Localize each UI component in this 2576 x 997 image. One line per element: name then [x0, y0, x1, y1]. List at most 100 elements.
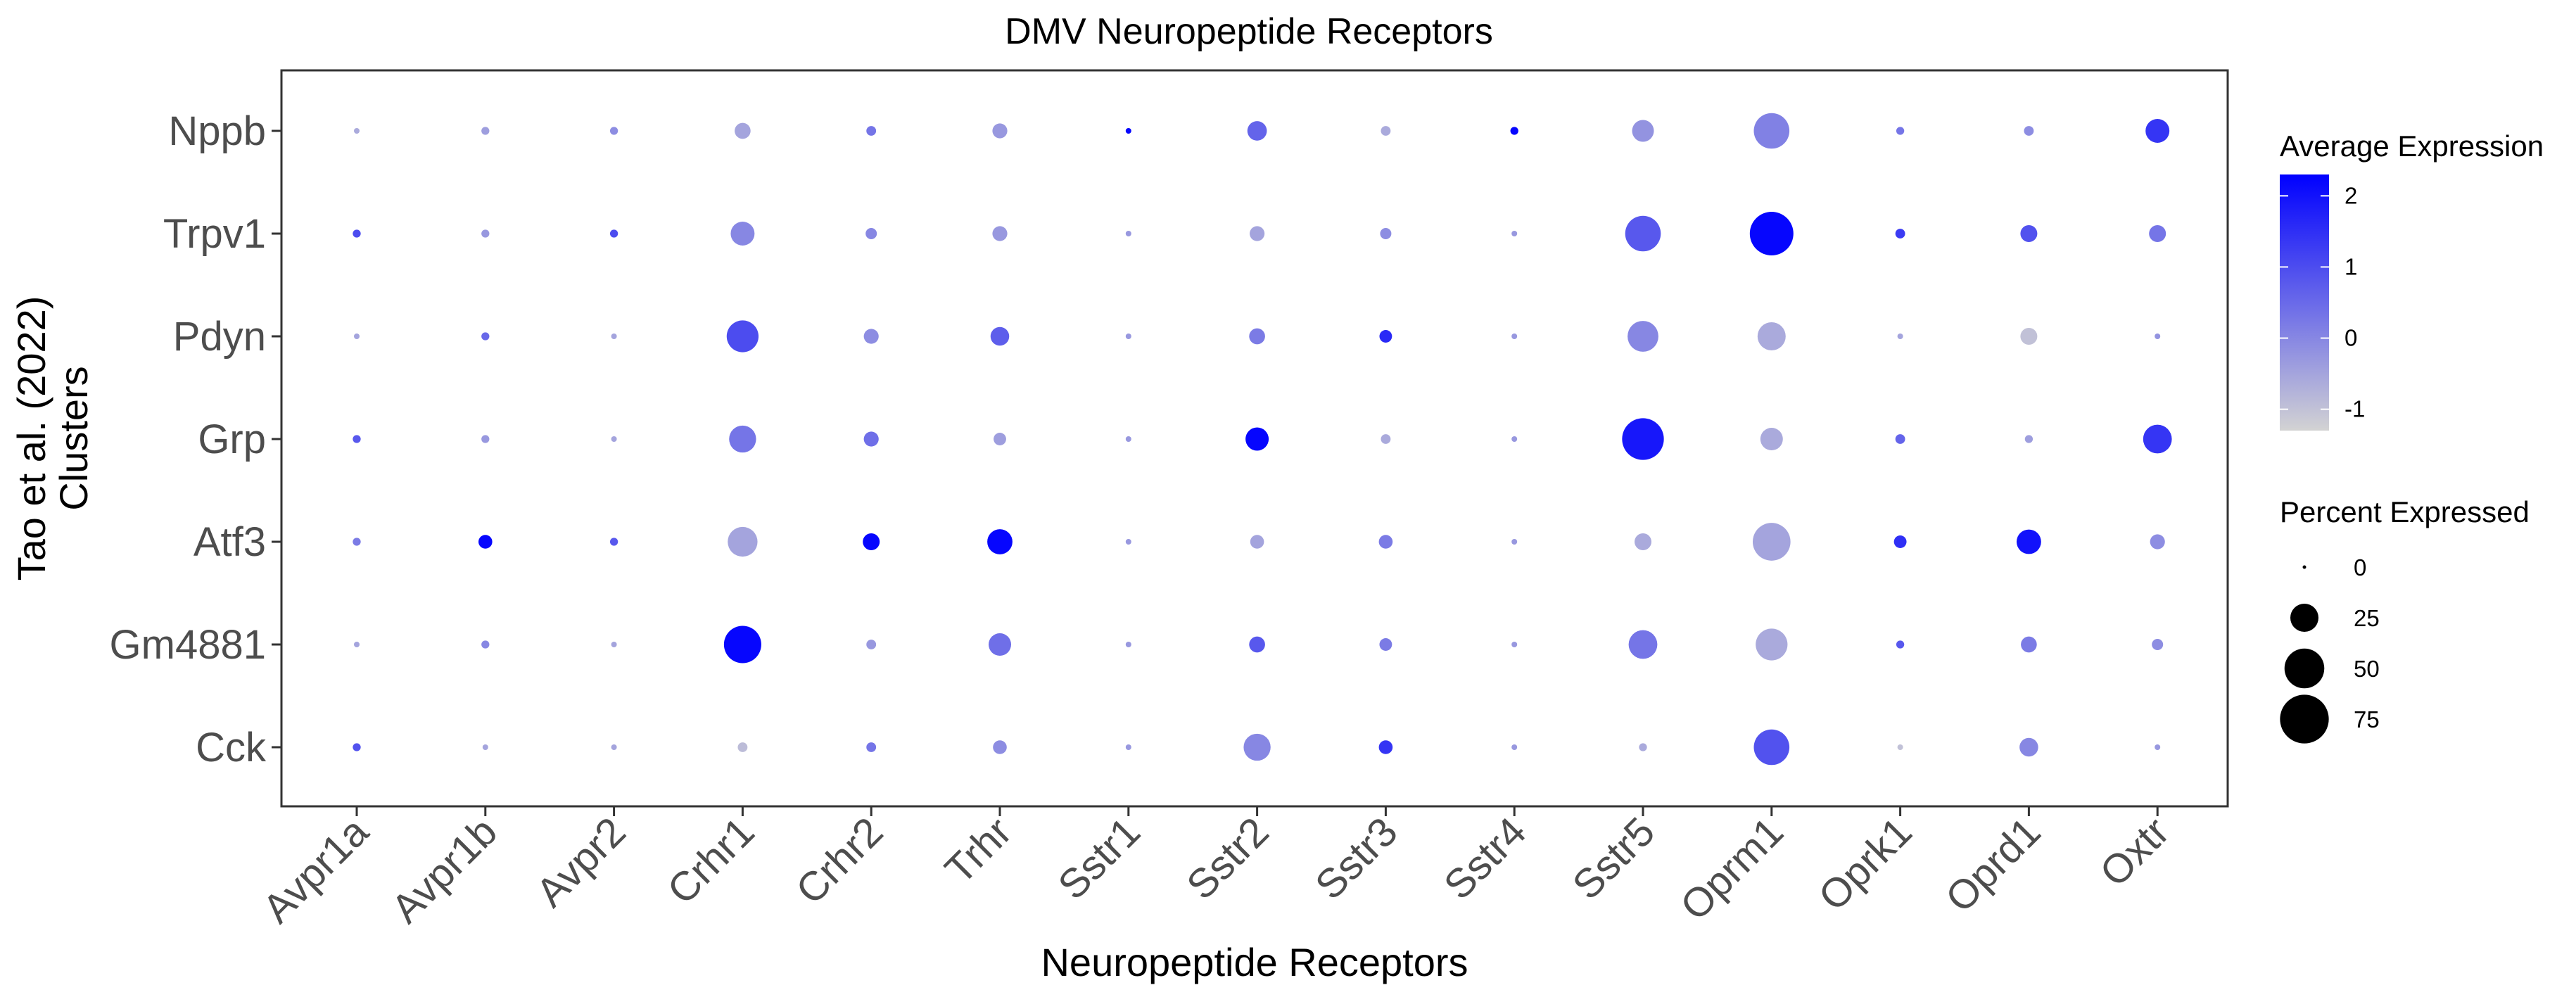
dot-Nppb-Crhr1: [735, 122, 751, 139]
dot-Trpv1-Sstr4: [1511, 231, 1518, 236]
dot-Grp-Trhr: [994, 433, 1006, 445]
dot-Cck-Avpr2: [611, 744, 617, 750]
dot-Cck-Oprm1: [1753, 729, 1790, 766]
dot-Nppb-Oprk1: [1896, 127, 1905, 135]
dot-Atf3-Avpr1b: [478, 535, 493, 549]
dot-Pdyn-Sstr3: [1379, 330, 1392, 343]
dot-Gm4881-Sstr2: [1249, 636, 1265, 653]
dot-Gm4881-Sstr1: [1125, 642, 1131, 647]
dot-Nppb-Trhr: [992, 123, 1008, 139]
dot-Atf3-Sstr3: [1378, 535, 1393, 549]
dot-Cck-Crhr1: [737, 742, 748, 752]
dot-Grp-Avpr1b: [481, 435, 490, 443]
dot-Grp-Crhr1: [729, 425, 756, 453]
dot-Trpv1-Trhr: [992, 226, 1008, 241]
size-legend: Percent Expressed 0 25 50 75: [2280, 495, 2530, 744]
dot-Trpv1-Sstr1: [1125, 231, 1131, 236]
dot-Cck-Oprd1: [2019, 737, 2038, 757]
dot-Gm4881-Avpr1b: [481, 640, 490, 649]
dot-Grp-Oprk1: [1895, 434, 1905, 444]
dot-Gm4881-Oprk1: [1896, 640, 1905, 649]
dot-Atf3-Oprd1: [2016, 529, 2041, 554]
dot-Pdyn-Avpr1b: [481, 332, 490, 341]
y-axis: Nppb Trpv1 Pdyn Grp Atf3 Gm4881 Cck: [110, 108, 281, 770]
dot-Atf3-Oprm1: [1752, 523, 1791, 561]
dot-Atf3-Sstr5: [1635, 533, 1651, 550]
dot-Trpv1-Avpr2: [609, 229, 618, 238]
size-legend-label: 75: [2354, 706, 2380, 732]
dot-Nppb-Sstr4: [1510, 127, 1518, 135]
colorbar-label: 2: [2345, 182, 2357, 208]
dot-Gm4881-Crhr1: [723, 625, 761, 663]
dot-Nppb-Sstr2: [1247, 121, 1267, 141]
dot-Nppb-Avpr1b: [481, 127, 490, 135]
dot-Pdyn-Trhr: [990, 326, 1010, 346]
dot-Nppb-Crhr2: [866, 126, 877, 136]
y-tick-label: Atf3: [193, 519, 266, 565]
size-legend-dot: [2284, 648, 2325, 689]
dot-Cck-Sstr3: [1378, 740, 1393, 754]
y-tick-label: Nppb: [168, 108, 266, 154]
dot-Gm4881-Crhr2: [866, 640, 877, 649]
dot-Trpv1-Crhr2: [865, 228, 877, 239]
dot-Grp-Oprm1: [1760, 428, 1783, 450]
dot-Atf3-Oprk1: [1893, 535, 1907, 548]
dot-Grp-Sstr3: [1381, 434, 1391, 444]
size-legend-dot: [2290, 604, 2318, 632]
dot-Cck-Sstr4: [1511, 744, 1518, 750]
colorbar: [2280, 174, 2329, 431]
dot-Pdyn-Oprk1: [1897, 334, 1903, 339]
y-axis-title-line: Tao et al. (2022): [9, 296, 53, 581]
dot-Cck-Oprk1: [1897, 744, 1903, 750]
dot-Grp-Sstr1: [1125, 436, 1131, 442]
colorbar-label: 0: [2345, 325, 2357, 351]
dot-Pdyn-Avpr1a: [354, 334, 360, 339]
dot-Cck-Sstr5: [1639, 743, 1647, 751]
dot-Atf3-Crhr1: [728, 526, 758, 557]
dot-Gm4881-Avpr2: [611, 642, 617, 647]
dot-Gm4881-Oprd1: [2021, 636, 2037, 653]
dot-Pdyn-Oprd1: [2020, 328, 2038, 345]
dot-Gm4881-Sstr3: [1379, 638, 1392, 651]
dot-Trpv1-Sstr5: [1625, 215, 1661, 252]
dot-Pdyn-Sstr2: [1249, 328, 1265, 345]
dot-Nppb-Sstr1: [1125, 128, 1131, 134]
dot-Grp-Avpr1a: [353, 435, 361, 443]
y-tick-label: Grp: [198, 417, 266, 462]
dot-Pdyn-Crhr1: [726, 320, 759, 353]
dot-Trpv1-Sstr3: [1380, 228, 1392, 239]
dot-Grp-Sstr5: [1622, 418, 1664, 460]
dots-layer: [353, 113, 2172, 766]
dot-Nppb-Avpr2: [609, 127, 618, 135]
dot-Grp-Sstr4: [1511, 436, 1518, 442]
dot-Cck-Oxtr: [2155, 744, 2161, 750]
size-legend-dot: [2280, 694, 2329, 744]
size-legend-label: 25: [2354, 605, 2380, 631]
dot-Nppb-Sstr5: [1632, 120, 1654, 142]
dot-Nppb-Oxtr: [2145, 119, 2170, 143]
dot-Grp-Sstr2: [1245, 427, 1269, 451]
dot-Pdyn-Crhr2: [863, 329, 879, 344]
dot-Trpv1-Avpr1a: [353, 229, 361, 238]
y-axis-title: Tao et al. (2022)Clusters: [9, 296, 96, 581]
dot-Gm4881-Oprm1: [1756, 628, 1788, 661]
dot-Cck-Sstr2: [1243, 733, 1271, 761]
size-legend-title: Percent Expressed: [2280, 495, 2530, 528]
dot-Pdyn-Avpr2: [611, 334, 617, 339]
x-axis-title: Neuropeptide Receptors: [1041, 940, 1468, 984]
size-legend-dot: [2302, 565, 2307, 569]
dot-Pdyn-Sstr1: [1125, 334, 1131, 339]
dot-Cck-Trhr: [993, 740, 1007, 754]
dot-Atf3-Avpr1a: [353, 538, 361, 546]
dot-Nppb-Oprd1: [2024, 126, 2034, 136]
dot-Atf3-Sstr1: [1125, 539, 1131, 545]
dot-Trpv1-Crhr1: [730, 222, 755, 246]
dot-Grp-Oxtr: [2143, 424, 2172, 454]
size-legend-label: 0: [2354, 554, 2366, 580]
y-tick-label: Pdyn: [173, 314, 266, 360]
dot-Trpv1-Avpr1b: [481, 229, 490, 238]
dot-Cck-Avpr1b: [482, 744, 488, 750]
dot-Gm4881-Sstr5: [1628, 630, 1658, 659]
dot-Cck-Crhr2: [866, 742, 877, 752]
